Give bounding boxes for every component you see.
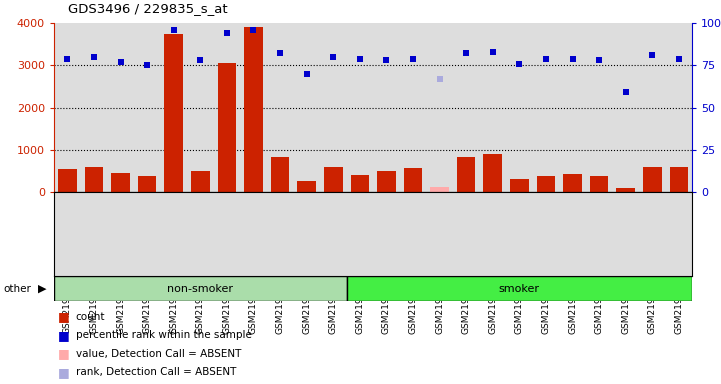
Text: GDS3496 / 229835_s_at: GDS3496 / 229835_s_at [68,2,228,15]
Text: ■: ■ [58,329,69,342]
Bar [58,169,76,192]
Bar [643,167,662,192]
Bar [324,167,342,192]
Bar [218,63,236,192]
Bar [350,175,369,192]
Bar [347,276,692,301]
Bar [191,171,210,192]
Text: other: other [4,284,32,294]
Bar [138,176,156,192]
Bar [563,174,582,192]
Bar [536,176,555,192]
Bar [670,167,688,192]
Bar [84,167,103,192]
Bar [164,34,183,192]
Bar [484,154,502,192]
Bar [297,180,316,192]
Bar [271,157,289,192]
Text: percentile rank within the sample: percentile rank within the sample [76,330,252,340]
Bar [510,179,528,192]
Bar [457,157,475,192]
Bar [377,171,396,192]
Bar [616,188,635,192]
Text: ▶: ▶ [37,284,46,294]
Text: ■: ■ [58,310,69,323]
Text: non-smoker: non-smoker [167,284,234,294]
Bar [244,27,262,192]
Text: rank, Detection Call = ABSENT: rank, Detection Call = ABSENT [76,367,236,377]
Bar [404,167,423,192]
Text: value, Detection Call = ABSENT: value, Detection Call = ABSENT [76,349,241,359]
Bar [54,276,347,301]
Text: smoker: smoker [499,284,540,294]
Bar [430,187,449,192]
Text: count: count [76,312,105,322]
Bar [590,175,609,192]
Text: ■: ■ [58,366,69,379]
Text: ■: ■ [58,347,69,360]
Bar [111,174,130,192]
